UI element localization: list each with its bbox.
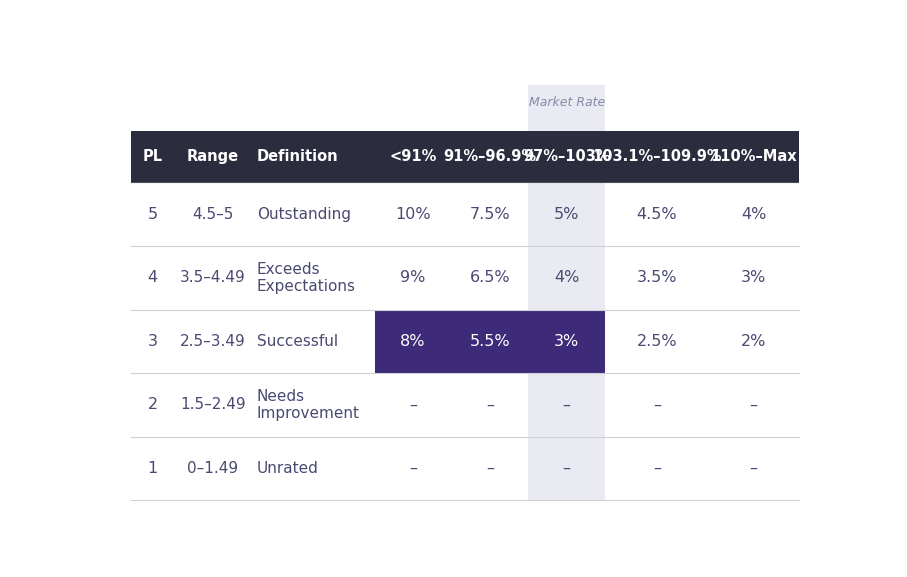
Text: Definition: Definition: [257, 149, 338, 164]
Text: Market Rate: Market Rate: [529, 96, 605, 109]
Text: –: –: [486, 398, 494, 413]
Text: –: –: [562, 398, 571, 413]
Text: –: –: [653, 461, 661, 476]
Text: –: –: [750, 461, 757, 476]
Text: 3.5–4.49: 3.5–4.49: [180, 271, 246, 286]
Text: 4.5%: 4.5%: [637, 207, 678, 222]
Text: 4%: 4%: [741, 207, 766, 222]
Text: 9%: 9%: [400, 271, 425, 286]
Text: –: –: [409, 398, 417, 413]
Text: Exceeds
Expectations: Exceeds Expectations: [257, 261, 356, 294]
Text: 8%: 8%: [400, 334, 425, 349]
Text: 3%: 3%: [741, 271, 766, 286]
Text: –: –: [750, 398, 757, 413]
Text: 5: 5: [148, 207, 158, 222]
Text: 1: 1: [148, 461, 158, 476]
Text: 6.5%: 6.5%: [470, 271, 511, 286]
Text: –: –: [653, 398, 661, 413]
Text: –: –: [486, 461, 494, 476]
Text: 2.5–3.49: 2.5–3.49: [180, 334, 246, 349]
Text: 1.5–2.49: 1.5–2.49: [180, 398, 246, 413]
Text: <91%: <91%: [389, 149, 437, 164]
Text: 10%: 10%: [395, 207, 431, 222]
Text: Needs
Improvement: Needs Improvement: [257, 389, 360, 421]
Text: –: –: [409, 461, 417, 476]
Text: 103.1%–109.9%: 103.1%–109.9%: [592, 149, 722, 164]
Text: Successful: Successful: [257, 334, 338, 349]
Text: 2: 2: [148, 398, 158, 413]
Text: 5%: 5%: [554, 207, 580, 222]
Bar: [131, 130, 799, 182]
Text: 7.5%: 7.5%: [470, 207, 511, 222]
Bar: [528, 85, 605, 500]
Text: Unrated: Unrated: [257, 461, 318, 476]
Text: Range: Range: [187, 149, 239, 164]
Text: 3: 3: [148, 334, 158, 349]
Text: 110%–Max: 110%–Max: [710, 149, 797, 164]
Text: 97%–103%: 97%–103%: [522, 149, 610, 164]
Text: 0–1.49: 0–1.49: [187, 461, 239, 476]
Text: 4: 4: [148, 271, 158, 286]
Text: 5.5%: 5.5%: [470, 334, 511, 349]
Text: 4.5–5: 4.5–5: [192, 207, 233, 222]
Text: 3%: 3%: [554, 334, 580, 349]
Text: 91%–96.9%: 91%–96.9%: [444, 149, 536, 164]
Text: 2.5%: 2.5%: [637, 334, 678, 349]
Text: 4%: 4%: [554, 271, 580, 286]
Text: –: –: [562, 461, 571, 476]
Text: 2%: 2%: [741, 334, 766, 349]
Text: 3.5%: 3.5%: [637, 271, 677, 286]
Bar: [375, 310, 605, 373]
Text: Outstanding: Outstanding: [257, 207, 351, 222]
Text: PL: PL: [142, 149, 162, 164]
